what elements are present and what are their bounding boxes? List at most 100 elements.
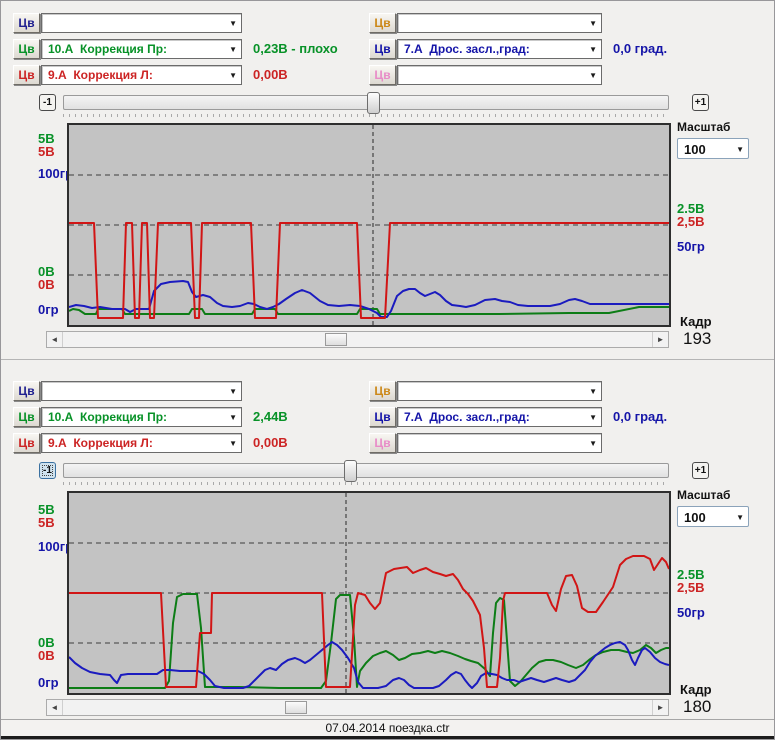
slider-ticks bbox=[63, 114, 669, 117]
chevron-down-icon: ▼ bbox=[229, 45, 237, 54]
scale-label: Масштаб bbox=[677, 488, 731, 502]
oscillogram-panel-bottom: Цв ▼ Цв 10.А Коррекция Пр: ▼ 2,44В Цв 9.… bbox=[1, 374, 774, 720]
trace-red bbox=[69, 555, 669, 688]
channel-select[interactable]: 10.А Коррекция Пр: ▼ bbox=[41, 39, 242, 59]
scroll-right-button[interactable]: ► bbox=[652, 332, 668, 347]
chart-canvas[interactable] bbox=[69, 125, 669, 325]
color-button[interactable]: Цв bbox=[13, 13, 40, 33]
frame-slider-thumb[interactable] bbox=[367, 92, 380, 114]
chevron-down-icon: ▼ bbox=[229, 19, 237, 28]
color-button[interactable]: Цв bbox=[13, 433, 40, 453]
step-forward-button[interactable]: +1 bbox=[692, 94, 709, 111]
chevron-down-icon: ▼ bbox=[736, 513, 744, 522]
h-scrollbar[interactable]: ◄ ► bbox=[46, 699, 669, 716]
channel-select[interactable]: ▼ bbox=[397, 433, 602, 453]
channel-select[interactable]: 10.А Коррекция Пр: ▼ bbox=[41, 407, 242, 427]
axis-label: 0В bbox=[38, 264, 55, 279]
chart-area[interactable] bbox=[67, 491, 671, 695]
scrollbar-thumb[interactable] bbox=[325, 333, 347, 346]
left-axis-labels: 5В 5В 100гр 0В 0В 0гр bbox=[1, 491, 73, 696]
channel-select[interactable]: ▼ bbox=[397, 65, 602, 85]
axis-label: 50гр bbox=[677, 605, 705, 620]
scale-select[interactable]: 100 ▼ bbox=[677, 506, 749, 527]
chart-area[interactable] bbox=[67, 123, 671, 327]
scrollbar-thumb[interactable] bbox=[285, 701, 307, 714]
channel-reading: 0,0 град. bbox=[613, 409, 668, 424]
axis-label: 5В bbox=[38, 502, 55, 517]
color-button[interactable]: Цв bbox=[369, 65, 396, 85]
scroll-left-button[interactable]: ◄ bbox=[47, 332, 63, 347]
oscillogram-panel-top: Цв ▼ Цв 10.А Коррекция Пр: ▼ 0,23В - пло… bbox=[1, 6, 774, 352]
channel-select-value: 7.А Дрос. засл.,град: bbox=[404, 410, 530, 424]
left-axis-labels: 5В 5В 100гр 0В 0В 0гр bbox=[1, 123, 73, 328]
channel-select-value: 7.А Дрос. засл.,град: bbox=[404, 42, 530, 56]
channel-select[interactable]: 9.А Коррекция Л: ▼ bbox=[41, 433, 242, 453]
scale-select-value: 100 bbox=[684, 510, 706, 525]
chart-canvas[interactable] bbox=[69, 493, 669, 693]
scale-label: Масштаб bbox=[677, 120, 731, 134]
trace-blue bbox=[69, 280, 669, 318]
chevron-down-icon: ▼ bbox=[589, 19, 597, 28]
chevron-down-icon: ▼ bbox=[589, 413, 597, 422]
frame-slider-thumb[interactable] bbox=[344, 460, 357, 482]
trace-green bbox=[69, 306, 669, 315]
chevron-down-icon: ▼ bbox=[589, 71, 597, 80]
axis-label: 5В bbox=[38, 144, 55, 159]
slider-ticks bbox=[63, 482, 669, 485]
channel-select-value: 10.А Коррекция Пр: bbox=[48, 42, 168, 56]
chevron-down-icon: ▼ bbox=[229, 71, 237, 80]
right-axis-labels: 2.5В 2,5В 50гр bbox=[673, 123, 773, 328]
channel-select[interactable]: ▼ bbox=[397, 13, 602, 33]
frame-label: Кадр bbox=[680, 314, 712, 329]
axis-label: 0В bbox=[38, 648, 55, 663]
frame-number: 193 bbox=[683, 329, 712, 348]
channel-select[interactable]: ▼ bbox=[41, 13, 242, 33]
axis-label: 2,5В bbox=[677, 580, 705, 595]
step-forward-button[interactable]: +1 bbox=[692, 462, 709, 479]
chevron-down-icon: ▼ bbox=[229, 439, 237, 448]
color-button[interactable]: Цв bbox=[369, 407, 396, 427]
channel-select-value: 9.А Коррекция Л: bbox=[48, 68, 153, 82]
axis-label: 5В bbox=[38, 515, 55, 530]
channel-reading: 2,44В bbox=[253, 409, 288, 424]
channel-select[interactable]: 7.А Дрос. засл.,град: ▼ bbox=[397, 407, 602, 427]
color-button[interactable]: Цв bbox=[13, 65, 40, 85]
trace-green bbox=[69, 593, 669, 689]
axis-label: 2.5В bbox=[677, 201, 705, 216]
channel-select[interactable]: 7.А Дрос. засл.,град: ▼ bbox=[397, 39, 602, 59]
axis-label: 5В bbox=[38, 131, 55, 146]
scale-select[interactable]: 100 ▼ bbox=[677, 138, 749, 159]
channel-select[interactable]: ▼ bbox=[41, 381, 242, 401]
axis-label: 0В bbox=[38, 635, 55, 650]
status-bar: 07.04.2014 поездка.ctr bbox=[1, 719, 774, 737]
color-button[interactable]: Цв bbox=[369, 433, 396, 453]
scale-select-value: 100 bbox=[684, 142, 706, 157]
h-scrollbar[interactable]: ◄ ► bbox=[46, 331, 669, 348]
channel-select[interactable]: ▼ bbox=[397, 381, 602, 401]
color-button[interactable]: Цв bbox=[13, 407, 40, 427]
color-button[interactable]: Цв bbox=[13, 381, 40, 401]
axis-label: 2,5В bbox=[677, 214, 705, 229]
channel-reading: 0,00В bbox=[253, 435, 288, 450]
color-button[interactable]: Цв bbox=[13, 39, 40, 59]
axis-label: 50гр bbox=[677, 239, 705, 254]
scroll-right-button[interactable]: ► bbox=[652, 700, 668, 715]
chevron-down-icon: ▼ bbox=[589, 387, 597, 396]
chevron-down-icon: ▼ bbox=[229, 413, 237, 422]
step-back-button[interactable]: -1 bbox=[39, 462, 56, 479]
axis-label: 0В bbox=[38, 277, 55, 292]
color-button[interactable]: Цв bbox=[369, 13, 396, 33]
color-button[interactable]: Цв bbox=[369, 381, 396, 401]
channel-select[interactable]: 9.А Коррекция Л: ▼ bbox=[41, 65, 242, 85]
scroll-left-button[interactable]: ◄ bbox=[47, 700, 63, 715]
frame-slider[interactable] bbox=[63, 92, 669, 114]
panel-divider bbox=[1, 359, 774, 360]
step-back-button[interactable]: -1 bbox=[39, 94, 56, 111]
chevron-down-icon: ▼ bbox=[589, 439, 597, 448]
axis-label: 0гр bbox=[38, 675, 59, 690]
frame-number: 180 bbox=[683, 697, 712, 716]
trace-blue bbox=[69, 641, 669, 689]
frame-slider[interactable] bbox=[63, 460, 669, 482]
color-button[interactable]: Цв bbox=[369, 39, 396, 59]
